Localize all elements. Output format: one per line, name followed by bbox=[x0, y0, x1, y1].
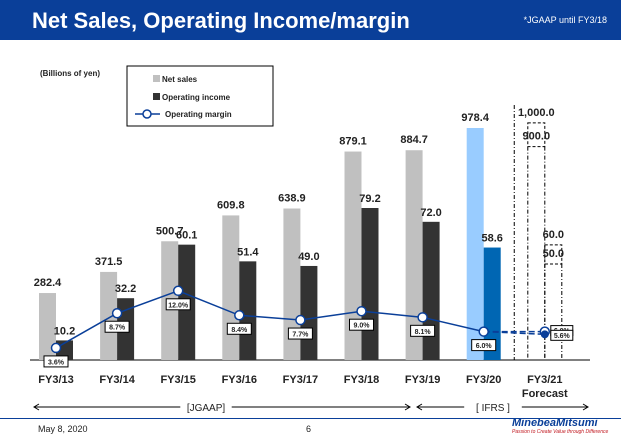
operating-margin-value-label: 9.0% bbox=[354, 323, 371, 330]
operating-income-value-label: 49.0 bbox=[298, 251, 319, 263]
net-sales-value-label: 371.5 bbox=[95, 256, 123, 268]
period-bracket-arrow-left-jgaap bbox=[33, 403, 40, 411]
operating-margin-marker bbox=[295, 314, 306, 326]
net-sales-bar bbox=[466, 128, 484, 360]
unit-label: (Billions of yen) bbox=[40, 69, 100, 78]
operating-income-bar bbox=[239, 261, 257, 360]
page-number: 6 bbox=[306, 424, 312, 434]
operating-margin-label-box bbox=[226, 322, 252, 335]
operating-income-value-label: 32.2 bbox=[115, 283, 136, 295]
operating-margin-label-box bbox=[165, 298, 191, 311]
operating-income-value-label: 72.0 bbox=[420, 207, 441, 219]
operating-margin-value-label: 6.0% bbox=[476, 343, 493, 350]
sales-income-chart: (Billions of yen) 282.4 10.2 FY3/13 371.5 32.… bbox=[30, 65, 590, 414]
operating-income-value-label: 10.2 bbox=[54, 325, 75, 337]
forecast-net-sales-high-label: 1,000.0 bbox=[518, 107, 555, 119]
operating-income-value-label: 58.6 bbox=[481, 233, 502, 245]
legend-swatch-operating-income bbox=[153, 93, 160, 100]
operating-margin-value-label: 7.7% bbox=[292, 332, 309, 339]
operating-margin-marker bbox=[111, 307, 123, 319]
legend-label-net-sales: Net sales bbox=[162, 75, 198, 84]
operating-margin-value-label: 3.6% bbox=[48, 359, 65, 366]
operating-margin-value-label: 8.1% bbox=[415, 329, 432, 336]
operating-margin-marker bbox=[50, 342, 62, 354]
company-logo: MinebeaMitsumi Passion to Create Value t… bbox=[512, 417, 612, 435]
operating-margin-marker bbox=[172, 285, 184, 297]
net-sales-value-label: 638.9 bbox=[278, 193, 306, 205]
forecast-operating-income-low-label: 50.0 bbox=[543, 248, 564, 260]
forecast-label: Forecast bbox=[522, 388, 568, 400]
net-sales-value-label: 879.1 bbox=[339, 136, 367, 148]
operating-income-bar bbox=[300, 265, 318, 360]
footer-divider bbox=[0, 418, 621, 419]
operating-margin-marker bbox=[478, 326, 489, 337]
footer-date: May 8, 2020 bbox=[38, 424, 88, 434]
period-bracket-arrow-right-ifrs bbox=[582, 403, 589, 411]
period-bracket-label-ifrs: [ IFRS ] bbox=[476, 403, 510, 414]
logo-name: MinebeaMitsumi bbox=[512, 417, 598, 429]
operating-margin-line bbox=[55, 289, 484, 349]
net-sales-value-label: 884.7 bbox=[400, 134, 428, 146]
operating-margin-label-box bbox=[287, 327, 313, 340]
operating-margin-label-box bbox=[349, 318, 374, 331]
legend-swatch-net-sales bbox=[153, 75, 160, 82]
header-bar: Net Sales, Operating Income/margin *JGAA… bbox=[0, 0, 621, 40]
net-sales-bar bbox=[100, 271, 118, 360]
operating-income-value-label: 60.1 bbox=[176, 230, 197, 242]
accounting-note: *JGAAP until FY3/18 bbox=[523, 15, 607, 25]
x-tick-label: FY3/15 bbox=[160, 374, 195, 386]
page-title: Net Sales, Operating Income/margin bbox=[32, 8, 410, 33]
operating-margin-marker bbox=[417, 312, 428, 323]
period-bracket-label-bg-ifrs bbox=[464, 400, 522, 414]
net-sales-value-label: 978.4 bbox=[461, 112, 489, 124]
operating-margin-value-label: 8.7% bbox=[109, 325, 126, 332]
forecast-operating-income-high-label: 60.0 bbox=[543, 229, 564, 241]
forecast-margin-line-low bbox=[483, 330, 545, 336]
operating-margin-value-label: 12.0% bbox=[168, 302, 189, 309]
operating-margin-label-box bbox=[43, 355, 69, 368]
period-bracket-arrow-left-ifrs bbox=[416, 403, 423, 411]
net-sales-value-label: 500.7 bbox=[156, 225, 184, 237]
forecast-operating-income-range bbox=[544, 244, 563, 265]
net-sales-bar bbox=[405, 150, 423, 360]
forecast-margin-value-label-low: 5.6% bbox=[554, 333, 571, 340]
x-tick-label: FY3/20 bbox=[466, 374, 501, 386]
operating-income-bar bbox=[361, 208, 379, 360]
legend-label-operating-margin: Operating margin bbox=[165, 110, 232, 119]
operating-margin-label-box bbox=[471, 339, 497, 352]
net-sales-value-label: 609.8 bbox=[217, 199, 245, 211]
forecast-margin-marker-low bbox=[540, 330, 549, 339]
x-tick-label: FY3/21 bbox=[527, 374, 562, 386]
operating-income-value-label: 51.4 bbox=[237, 246, 259, 258]
period-bracket-label-bg-jgaap bbox=[180, 400, 232, 414]
net-sales-bar bbox=[344, 151, 362, 360]
forecast-net-sales-low-label: 900.0 bbox=[523, 131, 551, 143]
x-tick-label: FY3/14 bbox=[99, 374, 135, 386]
x-tick-label: FY3/13 bbox=[38, 374, 73, 386]
period-bracket-arrow-right-jgaap bbox=[404, 403, 411, 411]
operating-margin-marker bbox=[234, 310, 245, 321]
x-tick-label: FY3/16 bbox=[222, 374, 257, 386]
operating-margin-label-box bbox=[104, 320, 130, 333]
operating-margin-marker bbox=[356, 305, 367, 317]
x-tick-label: FY3/18 bbox=[344, 374, 379, 386]
net-sales-bar bbox=[222, 215, 240, 360]
x-tick-label: FY3/17 bbox=[283, 374, 318, 386]
net-sales-bar bbox=[39, 293, 56, 360]
forecast-margin-label-box-low bbox=[550, 329, 574, 341]
operating-income-bar bbox=[422, 221, 440, 360]
operating-income-value-label: 79.2 bbox=[359, 193, 380, 205]
net-sales-value-label: 282.4 bbox=[34, 277, 62, 289]
x-tick-label: FY3/19 bbox=[405, 374, 440, 386]
logo-tagline: Passion to Create Value through Differen… bbox=[512, 429, 609, 435]
legend-marker-operating-margin bbox=[142, 109, 152, 119]
legend-box bbox=[126, 65, 274, 127]
operating-margin-value-label: 8.4% bbox=[231, 327, 248, 334]
operating-margin-label-box bbox=[410, 324, 436, 337]
legend-label-operating-income: Operating income bbox=[162, 93, 231, 102]
period-bracket-label-jgaap: [JGAAP] bbox=[187, 403, 226, 414]
